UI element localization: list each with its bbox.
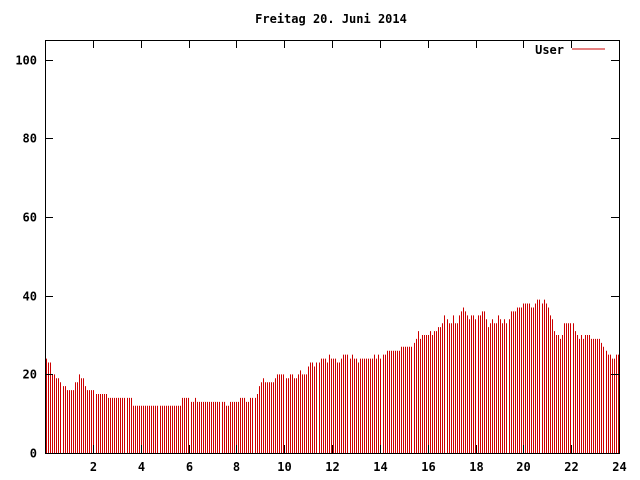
legend-label-user: User: [535, 43, 564, 57]
x-tick-label: 10: [277, 460, 291, 474]
y-tick-label: 100: [15, 54, 37, 68]
x-tick-label: 16: [421, 460, 435, 474]
x-tick-label: 14: [373, 460, 387, 474]
x-tick-label: 24: [612, 460, 626, 474]
x-tick-label: 18: [469, 460, 483, 474]
x-tick-label: 2: [90, 460, 97, 474]
chart-title: Freitag 20. Juni 2014: [255, 12, 407, 26]
legend: User: [535, 43, 605, 57]
y-tick-label: 0: [30, 447, 37, 461]
x-tick-label: 6: [186, 460, 193, 474]
x-tick-label: 8: [233, 460, 240, 474]
x-tick-label: 20: [516, 460, 530, 474]
x-tick-label: 12: [325, 460, 339, 474]
x-tick-label: 4: [138, 460, 145, 474]
y-tick-label: 80: [23, 132, 37, 146]
y-tick-label: 60: [23, 211, 37, 225]
x-tick-label: 22: [564, 460, 578, 474]
bars: [46, 299, 619, 453]
y-tick-label: 20: [23, 368, 37, 382]
y-tick-label: 40: [23, 290, 37, 304]
